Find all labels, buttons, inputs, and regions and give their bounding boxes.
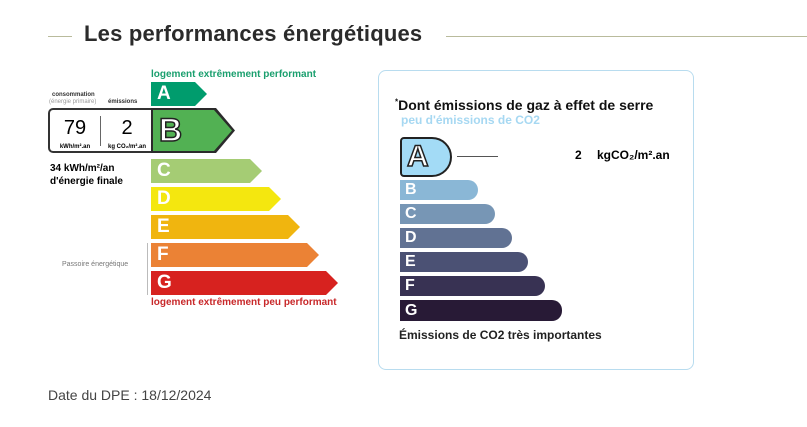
class-letter: B bbox=[158, 111, 183, 149]
ges-class-c: C bbox=[400, 204, 495, 224]
ges-panel bbox=[378, 70, 694, 370]
emissions-label: émissions bbox=[108, 99, 138, 105]
ges-class-d: D bbox=[400, 228, 512, 248]
energy-class-f: F bbox=[151, 243, 319, 267]
energy-bottom-label: logement extrêmement peu performant bbox=[151, 297, 337, 308]
class-letter: G bbox=[157, 272, 172, 293]
passoire-label: Passoire énergétique bbox=[62, 261, 129, 268]
consumption-label: consommation bbox=[52, 92, 95, 98]
consumption-sublabel: (énergie primaire) bbox=[49, 99, 97, 105]
ges-class-f: F bbox=[400, 276, 545, 296]
class-letter: C bbox=[157, 160, 171, 181]
energy-class-g: G bbox=[151, 271, 338, 295]
energy-value-box: 79 kWh/m².an 2 kg CO₂/m².an bbox=[48, 108, 152, 153]
class-letter: A bbox=[157, 83, 171, 104]
ges-bottom-label: Émissions de CO2 très importantes bbox=[399, 328, 602, 342]
energy-top-label: logement extrêmement performant bbox=[151, 69, 317, 80]
ges-heading-text: Dont émissions de gaz à effet de serre bbox=[398, 97, 654, 113]
energy-class-e: E bbox=[151, 215, 300, 239]
consumption-value: 79 bbox=[63, 117, 87, 139]
class-letter: B bbox=[405, 181, 417, 198]
ges-class-b: B bbox=[400, 180, 478, 200]
final-energy-label: d'énergie finale bbox=[50, 176, 123, 187]
ges-top-label: peu d'émissions de CO2 bbox=[401, 113, 540, 127]
energy-class-b: B bbox=[153, 110, 232, 151]
title-rule-right bbox=[446, 36, 807, 37]
class-letter: G bbox=[405, 301, 418, 319]
ges-unit: kgCO₂/m².an bbox=[597, 148, 670, 162]
ges-class-e: E bbox=[400, 252, 528, 272]
box-divider bbox=[100, 116, 101, 146]
class-letter: D bbox=[157, 188, 171, 209]
final-energy: 34 kWh/m²/an bbox=[50, 163, 115, 174]
emissions-value: 2 bbox=[121, 117, 133, 139]
energy-class-c: C bbox=[151, 159, 262, 183]
asterisk: * bbox=[395, 97, 399, 107]
class-letter: D bbox=[405, 229, 417, 246]
ges-value: 2 bbox=[575, 148, 582, 162]
title-rule-left bbox=[48, 36, 72, 37]
page-title: Les performances énergétiques bbox=[84, 21, 423, 46]
class-letter: A bbox=[406, 139, 429, 174]
energy-class-a: A bbox=[151, 82, 207, 106]
class-letter: E bbox=[405, 253, 416, 270]
ges-class-g: G bbox=[400, 300, 562, 321]
passoire-bracket bbox=[147, 243, 148, 295]
ges-pointer-line bbox=[457, 156, 498, 157]
class-letter: F bbox=[157, 244, 169, 265]
ges-heading: *Dont émissions de gaz à effet de serre bbox=[395, 97, 653, 113]
dpe-date: Date du DPE : 18/12/2024 bbox=[48, 387, 212, 403]
emissions-unit: kg CO₂/m².an bbox=[107, 144, 146, 150]
consumption-unit: kWh/m².an bbox=[59, 144, 91, 150]
energy-class-d: D bbox=[151, 187, 281, 211]
class-letter: E bbox=[157, 216, 170, 237]
ges-class-a-current: A bbox=[400, 137, 452, 177]
class-letter: C bbox=[405, 205, 417, 222]
class-letter: F bbox=[405, 277, 415, 294]
